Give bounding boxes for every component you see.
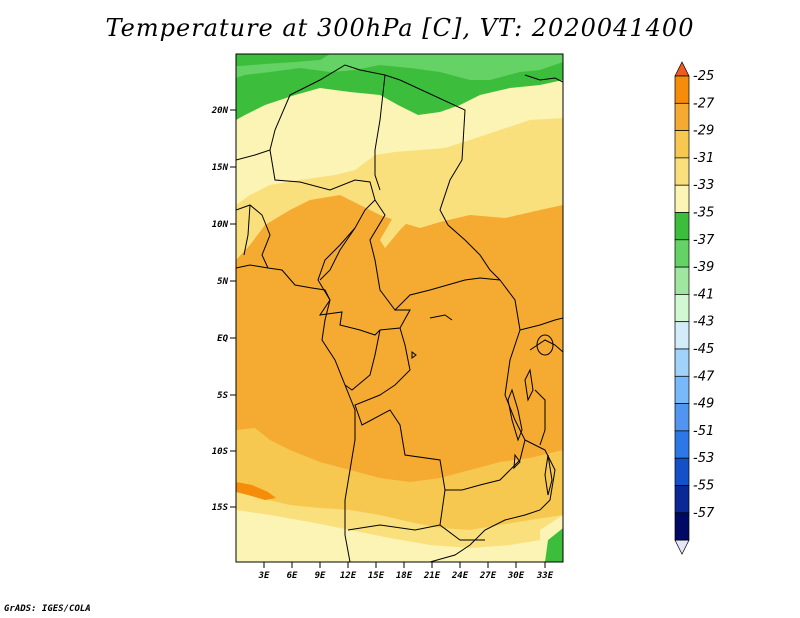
lon-label-3e: 3E xyxy=(258,571,270,581)
latitude-labels: 20N 15N 10N 5N EQ 5S 10S 15S xyxy=(211,106,229,513)
footer-credit: GrADS: IGES/COLA xyxy=(4,604,91,614)
lat-label-10s: 10S xyxy=(212,447,229,457)
lat-label-5n: 5N xyxy=(217,277,228,287)
colorbar-bottom-triangle xyxy=(674,539,690,555)
longitude-labels: 3E 6E 9E 12E 15E 18E 21E 24E 27E 30E 33E xyxy=(258,571,554,581)
colorbar-segment xyxy=(674,457,690,486)
colorbar-label: -51 xyxy=(693,424,714,439)
colorbar-label: -25 xyxy=(693,69,714,84)
colorbar-label: -55 xyxy=(693,479,714,494)
colorbar-label: -45 xyxy=(693,342,714,357)
lon-label-33e: 33E xyxy=(536,571,554,581)
colorbar-label: -49 xyxy=(693,397,714,412)
lat-label-10n: 10N xyxy=(212,220,229,230)
lon-label-18e: 18E xyxy=(396,571,413,581)
colorbar-segment xyxy=(674,130,690,159)
lat-label-20n: 20N xyxy=(211,106,229,116)
field-minus-35-south xyxy=(236,510,563,562)
country-borders xyxy=(236,64,563,562)
field-minus-37-north-2 xyxy=(236,54,330,66)
colorbar-label: -53 xyxy=(693,451,714,466)
colorbar-segment xyxy=(674,512,690,541)
lon-label-6e: 6E xyxy=(287,571,298,581)
lon-label-9e: 9E xyxy=(315,571,326,581)
colorbar-top-triangle xyxy=(674,61,690,77)
colorbar-label: -57 xyxy=(693,506,715,521)
field-minus-35-southeast xyxy=(540,515,563,545)
colorbar-segment xyxy=(674,102,690,131)
colorbar-segment xyxy=(674,294,690,323)
colorbar-label: -35 xyxy=(693,206,714,221)
colorbar-label: -29 xyxy=(693,124,714,139)
lon-label-24e: 24E xyxy=(451,571,469,581)
axis-ticks xyxy=(230,109,546,568)
chart-title: Temperature at 300hPa [C], VT: 202004140… xyxy=(105,14,695,42)
lat-label-15s: 15S xyxy=(212,503,229,513)
map-frame xyxy=(235,53,564,563)
field-minus-29-patch xyxy=(236,482,276,500)
colorbar-segment xyxy=(674,485,690,514)
lon-label-12e: 12E xyxy=(340,571,357,581)
colorbar-label: -31 xyxy=(693,151,714,166)
colorbar-segment xyxy=(674,348,690,377)
colorbar-segment xyxy=(674,266,690,295)
colorbar-segment xyxy=(674,321,690,350)
colorbar-segment xyxy=(674,157,690,186)
colorbar-label: -43 xyxy=(693,315,714,330)
lat-label-5s: 5S xyxy=(217,391,228,401)
colorbar: -25 -27 -29 -31 -33 -35 -37 -39 -41 -43 -45 -47 -49 -… xyxy=(674,61,715,555)
colorbar-label: -41 xyxy=(693,287,714,302)
lat-label-eq: EQ xyxy=(217,334,228,344)
colorbar-segment xyxy=(674,403,690,432)
colorbar-label: -27 xyxy=(693,96,715,111)
lat-label-15n: 15N xyxy=(212,163,229,173)
lon-label-21e: 21E xyxy=(423,571,441,581)
lakes xyxy=(411,314,554,496)
colorbar-label: -33 xyxy=(693,178,714,193)
map-panel xyxy=(235,53,564,563)
colorbar-segment xyxy=(674,375,690,404)
lon-label-30e: 30E xyxy=(507,571,525,581)
temperature-field xyxy=(236,54,563,562)
colorbar-label: -39 xyxy=(693,260,714,275)
field-minus-37-southeast xyxy=(545,528,563,562)
colorbar-segment xyxy=(674,184,690,213)
colorbar-label: -47 xyxy=(693,369,715,384)
lon-label-15e: 15E xyxy=(368,571,385,581)
lon-label-27e: 27E xyxy=(479,571,497,581)
field-minus-33-streak xyxy=(380,175,460,248)
colorbar-segment xyxy=(674,212,690,241)
colorbar-segment xyxy=(674,430,690,459)
colorbar-segment xyxy=(674,75,690,104)
field-minus-39-north xyxy=(236,54,563,80)
colorbar-label: -37 xyxy=(693,233,715,248)
colorbar-segment xyxy=(674,239,690,268)
